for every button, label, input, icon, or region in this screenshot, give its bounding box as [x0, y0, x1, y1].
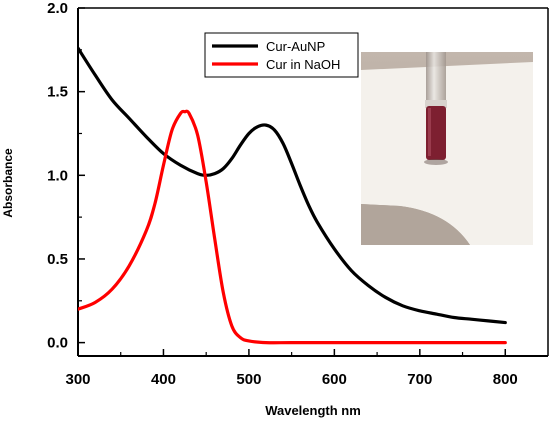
y-tick-label: 0.5 — [47, 251, 68, 268]
x-tick-label: 800 — [493, 371, 518, 388]
photo-bench — [361, 62, 533, 245]
x-tick-label: 700 — [407, 371, 432, 388]
x-tick-label: 400 — [151, 371, 176, 388]
series-line-cur-aunp — [78, 46, 507, 325]
y-tick-label: 1.0 — [47, 167, 68, 184]
series-line-cur-in-naoh — [78, 109, 507, 345]
x-tick-label: 500 — [236, 371, 261, 388]
x-tick-label: 300 — [65, 371, 90, 388]
photo-shadow — [361, 204, 470, 245]
y-tick-label: 0.0 — [47, 335, 68, 352]
plot-frame — [77, 7, 549, 357]
legend-box — [204, 32, 359, 78]
vial — [424, 52, 448, 165]
y-tick-group: 0.0 0.5 1.0 1.5 2.0 — [47, 0, 85, 352]
legend: Cur-AuNP Cur in NaOH — [204, 32, 359, 78]
x-tick-group: 300 400 500 600 700 800 — [65, 349, 518, 388]
series-group — [78, 46, 507, 345]
inset-photo — [361, 52, 533, 245]
y-tick-label: 1.5 — [47, 84, 68, 101]
x-tick-label: 600 — [322, 371, 347, 388]
y-tick-label: 2.0 — [47, 0, 68, 17]
y-axis-label: Absorbance — [1, 148, 15, 218]
legend-label: Cur-AuNP — [266, 39, 325, 54]
x-axis-label: Wavelength nm — [265, 403, 361, 418]
legend-label: Cur in NaOH — [266, 57, 340, 72]
